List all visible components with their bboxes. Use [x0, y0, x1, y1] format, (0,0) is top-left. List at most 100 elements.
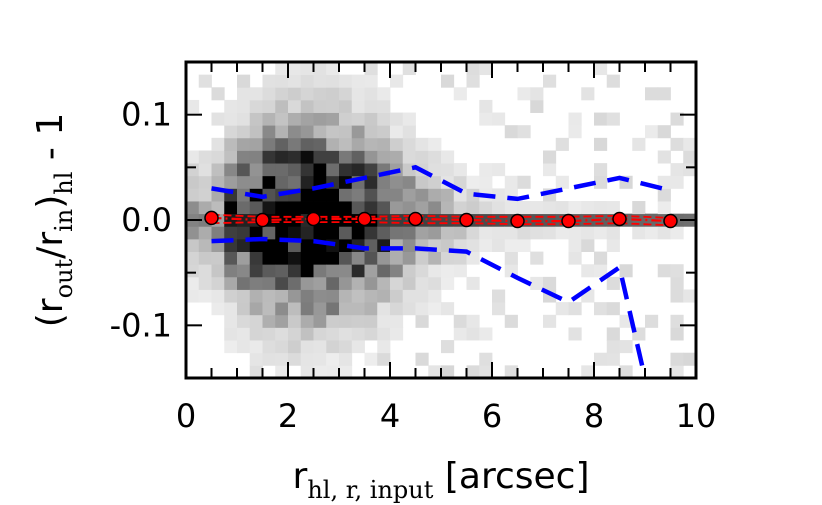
density-cell	[453, 238, 467, 252]
density-cell	[300, 201, 314, 215]
density-cell	[300, 62, 314, 76]
density-cell	[390, 201, 404, 215]
density-cell	[670, 175, 684, 189]
density-cell	[198, 251, 212, 265]
density-cell	[339, 137, 353, 151]
density-cell	[300, 226, 314, 240]
density-cell	[198, 226, 212, 240]
density-cell	[275, 175, 289, 189]
density-cell	[657, 125, 671, 139]
density-cell	[249, 327, 263, 341]
density-cell	[670, 289, 684, 303]
density-cell	[275, 87, 289, 101]
density-cell	[517, 201, 531, 215]
density-cell	[492, 188, 506, 202]
density-cell	[606, 340, 620, 354]
density-cell	[364, 314, 378, 328]
density-cell	[313, 226, 327, 240]
density-cell	[581, 226, 595, 240]
density-cell	[326, 112, 340, 126]
density-cell	[237, 201, 251, 215]
density-cell	[249, 340, 263, 354]
density-cell	[466, 74, 480, 88]
density-cell	[326, 264, 340, 278]
density-cell	[300, 340, 314, 354]
y-tick-label: 0.1	[121, 96, 172, 134]
density-cell	[619, 365, 633, 378]
density-cell	[415, 150, 429, 164]
density-cell	[326, 340, 340, 354]
density-cell	[262, 340, 276, 354]
density-cell	[683, 289, 696, 303]
density-cell	[377, 137, 391, 151]
red-dashed-line	[211, 213, 671, 219]
x-tick-label: 10	[676, 397, 717, 435]
density-cell	[237, 87, 251, 101]
density-cell	[249, 226, 263, 240]
density-cell	[275, 302, 289, 316]
density-cell	[300, 251, 314, 265]
density-cell	[415, 314, 429, 328]
density-cell	[402, 137, 416, 151]
density-cell	[339, 226, 353, 240]
density-cell	[568, 125, 582, 139]
density-cell	[300, 352, 314, 366]
density-cell	[415, 276, 429, 290]
density-cell	[606, 352, 620, 366]
density-cell	[339, 251, 353, 265]
density-cell	[415, 201, 429, 215]
density-cell	[288, 175, 302, 189]
density-cell	[313, 99, 327, 113]
density-cell	[377, 251, 391, 265]
density-cell	[313, 289, 327, 303]
density-cell	[657, 264, 671, 278]
y-axis-title: (rout/rin)hl - 1	[30, 113, 78, 327]
density-cell	[313, 163, 327, 177]
density-cell	[288, 276, 302, 290]
density-cell	[402, 226, 416, 240]
data-point	[357, 211, 372, 227]
density-cell	[288, 112, 302, 126]
density-cell	[237, 137, 251, 151]
density-cell	[249, 137, 263, 151]
density-cell	[390, 276, 404, 290]
density-cell	[224, 99, 238, 113]
density-cell	[364, 226, 378, 240]
density-cell	[441, 340, 455, 354]
density-cell	[517, 125, 531, 139]
density-cell	[198, 74, 212, 88]
density-cell	[645, 125, 659, 139]
density-cell	[670, 264, 684, 278]
density-cell	[211, 150, 225, 164]
density-cell	[262, 137, 276, 151]
density-cell	[275, 264, 289, 278]
density-cell	[275, 112, 289, 126]
density-cell	[594, 112, 608, 126]
density-cell	[224, 302, 238, 316]
density-cell	[377, 340, 391, 354]
density-cell	[300, 264, 314, 278]
density-cell	[351, 314, 365, 328]
density-cell	[594, 163, 608, 177]
density-cell	[326, 87, 340, 101]
density-cell	[275, 150, 289, 164]
density-cell	[351, 201, 365, 215]
density-cell	[288, 150, 302, 164]
density-cell	[377, 188, 391, 202]
density-cell	[364, 163, 378, 177]
density-cell	[657, 175, 671, 189]
data-point	[510, 213, 525, 229]
density-cell	[262, 289, 276, 303]
density-cell	[428, 150, 442, 164]
density-cell	[249, 276, 263, 290]
density-cell	[453, 226, 467, 240]
density-cell	[428, 251, 442, 265]
density-cell	[670, 327, 684, 341]
density-cell	[313, 251, 327, 265]
density-cell	[390, 264, 404, 278]
density-cell	[377, 99, 391, 113]
density-heatmap	[186, 62, 696, 378]
density-cell	[441, 302, 455, 316]
density-cell	[568, 112, 582, 126]
density-cell	[339, 365, 353, 378]
